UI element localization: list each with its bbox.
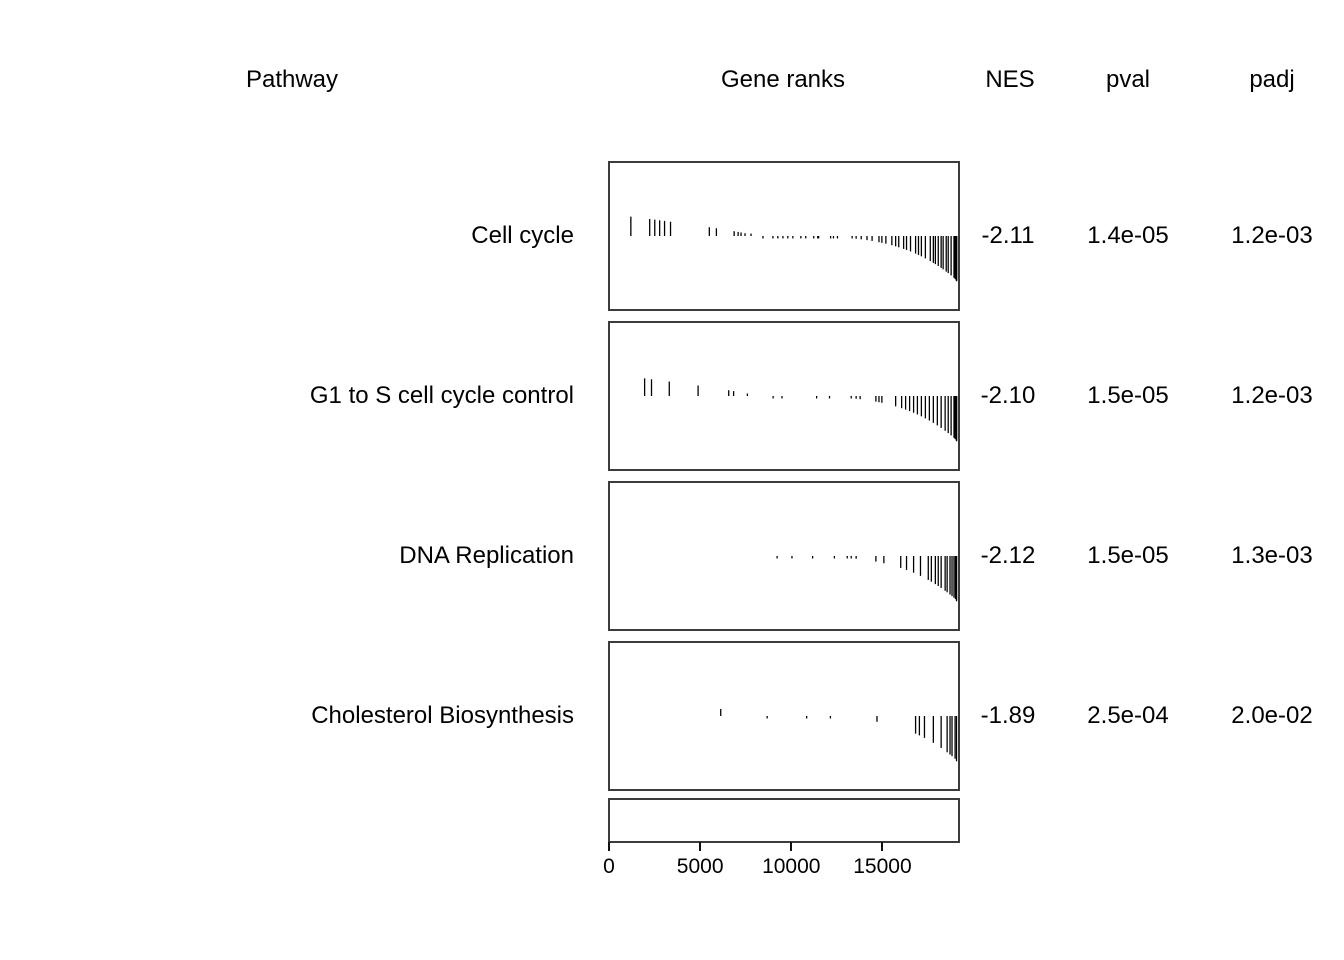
pval-value: 1.4e-05 — [1087, 222, 1169, 249]
column-header-nes: NES — [985, 66, 1035, 93]
padj-value: 1.3e-03 — [1231, 542, 1313, 569]
pval-value: 2.5e-04 — [1087, 702, 1169, 729]
axis-tick-label: 0 — [603, 855, 615, 878]
axis-tick-label: 15000 — [853, 855, 912, 878]
pathway-label: Cell cycle — [471, 222, 574, 249]
column-header-gene-ranks: Gene ranks — [720, 66, 846, 93]
nes-value: -2.12 — [980, 542, 1036, 569]
nes-value: -2.10 — [980, 382, 1036, 409]
axis-tick — [790, 842, 793, 851]
gene-ranks-plot — [608, 481, 960, 631]
padj-value: 2.0e-02 — [1231, 702, 1313, 729]
column-header-pathway: Pathway — [245, 66, 339, 93]
nes-value: -1.89 — [980, 702, 1036, 729]
gene-ranks-plot — [608, 321, 960, 471]
pathway-label: G1 to S cell cycle control — [309, 382, 574, 409]
pathway-label: Cholesterol Biosynthesis — [311, 702, 574, 729]
axis-tick — [608, 842, 610, 851]
column-header-padj: padj — [1249, 66, 1295, 93]
gene-ranks-plot — [608, 161, 960, 311]
pathway-label: DNA Replication — [399, 542, 574, 569]
axis-tick — [699, 842, 702, 851]
axis-tick-label: 10000 — [762, 855, 821, 878]
pval-value: 1.5e-05 — [1087, 382, 1169, 409]
axis-tick — [881, 842, 884, 851]
pval-value: 1.5e-05 — [1087, 542, 1169, 569]
axis-tick-label: 5000 — [676, 855, 724, 878]
padj-value: 1.2e-03 — [1231, 382, 1313, 409]
column-header-pval: pval — [1105, 66, 1151, 93]
gene-ranks-plot — [608, 641, 960, 791]
rank-axis-panel — [608, 798, 960, 843]
nes-value: -2.11 — [981, 222, 1035, 249]
padj-value: 1.2e-03 — [1231, 222, 1313, 249]
